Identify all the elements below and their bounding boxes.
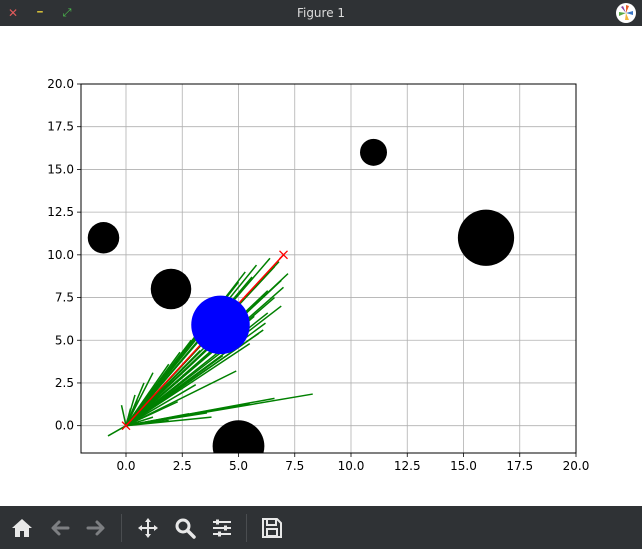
obstacles <box>87 138 515 453</box>
plot-svg: 0.0 2.5 5.0 7.5 10.0 12.5 15.0 17.5 20.0 0.0 2.5 5.… <box>47 77 589 473</box>
figure-canvas[interactable]: 0.0 2.5 5.0 7.5 10.0 12.5 15.0 17.5 20.0 0.0 2.5 5.… <box>0 26 642 506</box>
y-tick-label: 12.5 <box>47 205 74 219</box>
window-titlebar: ✕ ━ ⤢ Figure 1 <box>0 0 642 26</box>
zoom-magnifier-icon[interactable] <box>171 514 199 542</box>
start-goal-markers <box>121 250 288 431</box>
x-tick-label: 0.0 <box>116 459 135 473</box>
goal-marker-stroke <box>279 250 288 260</box>
minimize-icon[interactable]: ━ <box>37 8 43 18</box>
y-tick-label: 15.0 <box>47 162 74 176</box>
robot-circle <box>191 295 250 355</box>
x-tick-label: 5.0 <box>229 459 248 473</box>
toolbar-separator <box>121 514 122 542</box>
tree-edge <box>107 425 127 437</box>
start-marker-stroke <box>121 421 131 431</box>
y-tick-label: 7.5 <box>55 291 74 305</box>
y-tick-label: 20.0 <box>47 77 74 91</box>
tree-edge <box>125 370 237 427</box>
toolbar-separator <box>246 514 247 542</box>
tree-edge <box>125 363 170 427</box>
tree-edge <box>125 399 138 426</box>
tree-edge <box>125 419 169 427</box>
y-tick-label: 17.5 <box>47 120 74 134</box>
axis-ticks: 0.0 2.5 5.0 7.5 10.0 12.5 15.0 17.5 20.0 0.0 2.5 5.… <box>47 77 589 473</box>
app-logo-icon <box>616 3 636 23</box>
obstacle-circle <box>360 138 387 166</box>
start-marker <box>121 421 131 431</box>
forward-arrow-icon[interactable] <box>82 514 110 542</box>
maximize-icon[interactable]: ⤢ <box>62 6 72 19</box>
close-icon[interactable]: ✕ <box>7 6 19 20</box>
obstacle-circle <box>87 222 120 254</box>
obstacle-circle <box>457 209 515 266</box>
axes-frame <box>80 83 577 454</box>
navigation-toolbar <box>0 506 642 549</box>
x-tick-label: 10.0 <box>338 459 365 473</box>
back-arrow-icon[interactable] <box>46 514 74 542</box>
obstacle-circle <box>150 268 192 310</box>
x-tick-label: 20.0 <box>563 459 590 473</box>
y-tick-label: 5.0 <box>55 333 74 347</box>
configure-subplots-icon[interactable] <box>208 514 236 542</box>
x-tick-label: 12.5 <box>394 459 421 473</box>
tree-edge <box>125 384 197 427</box>
home-icon[interactable] <box>8 514 36 542</box>
y-tick-label: 2.5 <box>55 376 74 390</box>
x-tick-label: 2.5 <box>173 459 192 473</box>
goal-marker <box>279 250 288 260</box>
save-disk-icon[interactable] <box>258 514 286 542</box>
x-tick-label: 7.5 <box>285 459 304 473</box>
x-tick-label: 17.5 <box>506 459 533 473</box>
y-tick-label: 0.0 <box>55 419 74 433</box>
x-tick-label: 15.0 <box>450 459 477 473</box>
y-tick-label: 10.0 <box>47 248 74 262</box>
robot <box>191 295 250 355</box>
tree-edge <box>120 405 127 426</box>
window-title: Figure 1 <box>296 6 346 20</box>
obstacle-circle <box>212 420 265 453</box>
pan-move-icon[interactable] <box>134 514 162 542</box>
